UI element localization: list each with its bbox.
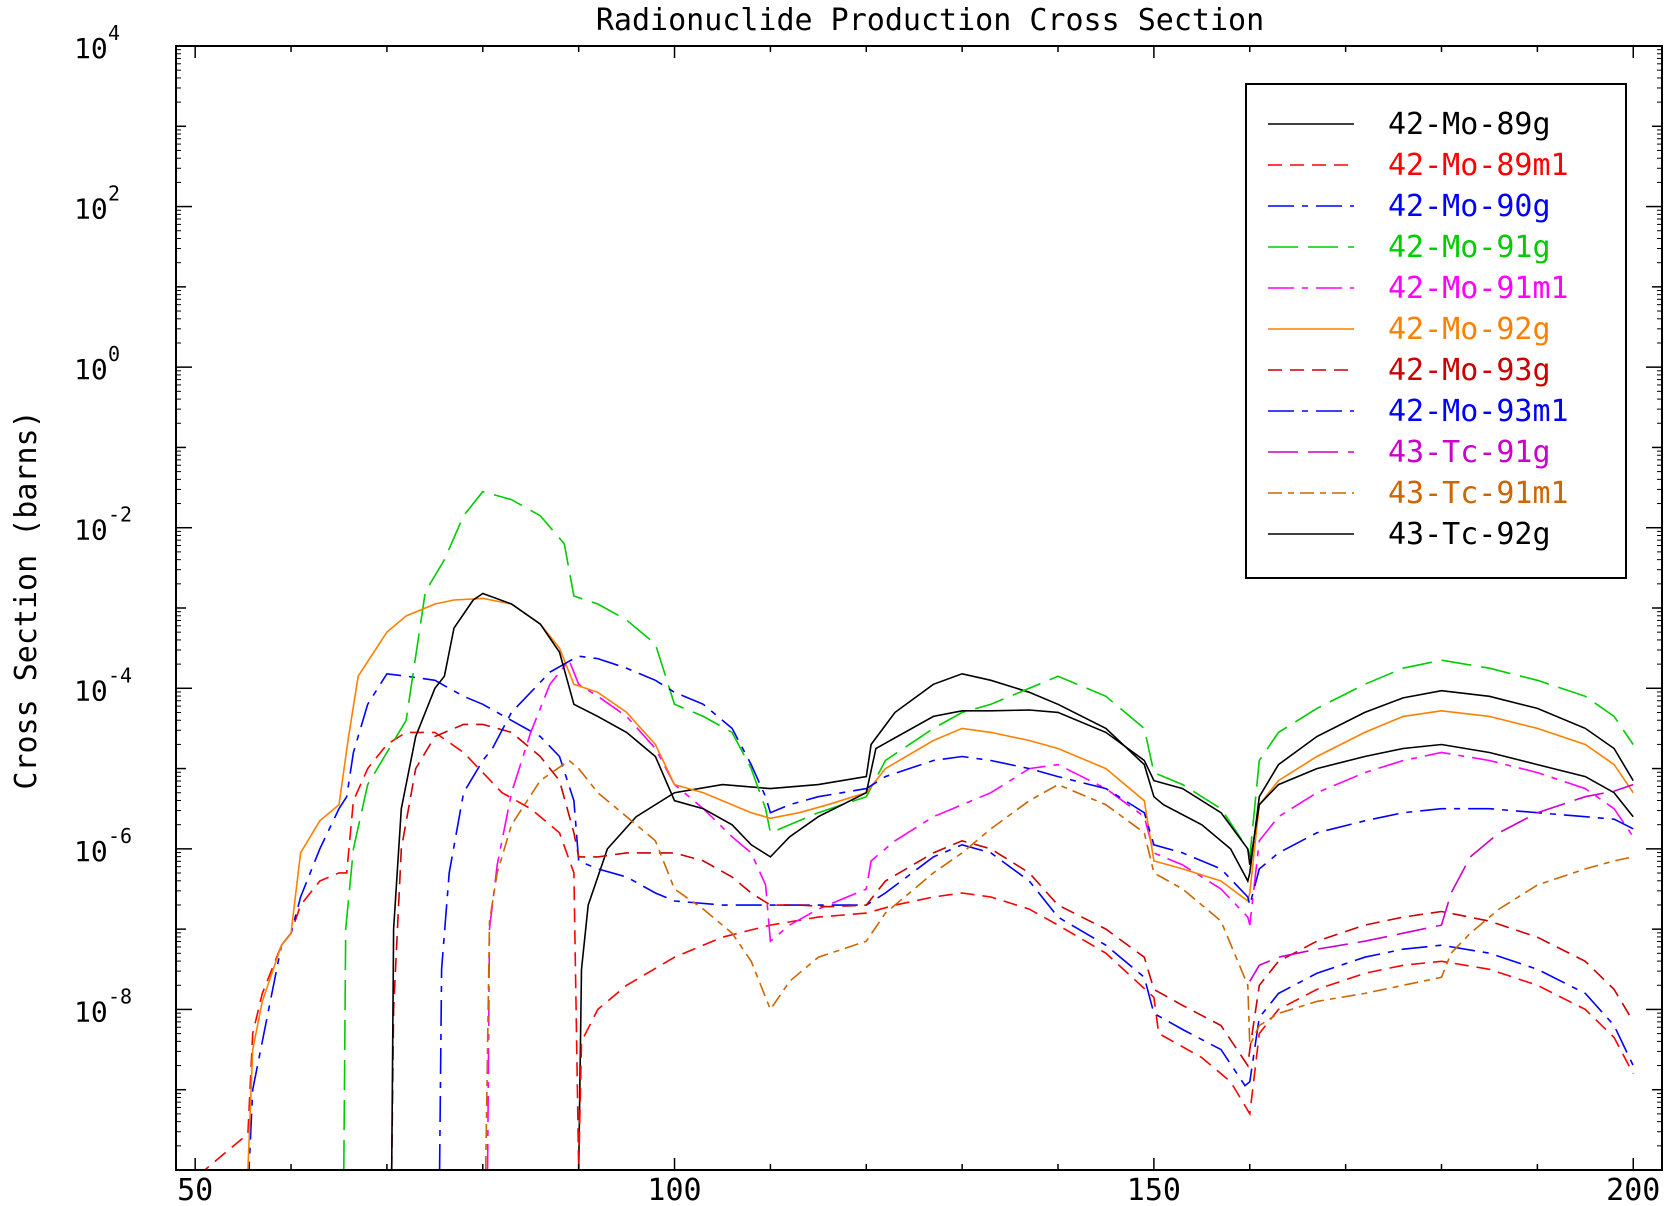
y-tick-label-exponent: -6 bbox=[108, 824, 132, 848]
series-line-10 bbox=[390, 592, 1634, 1170]
legend-label: 42-Mo-92g bbox=[1388, 312, 1551, 347]
y-tick-label-exponent: 4 bbox=[108, 21, 120, 45]
legend-label: 43-Tc-92g bbox=[1388, 517, 1551, 552]
x-tick-label: 200 bbox=[1606, 1173, 1660, 1206]
y-tick-label-base: 10 bbox=[74, 353, 108, 386]
series-line-1 bbox=[203, 731, 1634, 1170]
y-tick-label-base: 10 bbox=[74, 835, 108, 868]
legend-label: 42-Mo-89m1 bbox=[1388, 148, 1569, 183]
y-tick-label-exponent: -2 bbox=[108, 503, 132, 527]
y-tick-label-exponent: 0 bbox=[108, 342, 120, 366]
y-tick-label-base: 10 bbox=[74, 674, 108, 707]
legend-label: 42-Mo-93m1 bbox=[1388, 394, 1569, 429]
legend-label: 43-Tc-91m1 bbox=[1388, 476, 1569, 511]
y-tick-label-base: 10 bbox=[74, 995, 108, 1028]
series-layer bbox=[203, 490, 1634, 1170]
y-axis-label: Cross Section (barns) bbox=[9, 410, 44, 789]
legend-label: 42-Mo-89g bbox=[1388, 107, 1551, 142]
legend: 42-Mo-89g 42-Mo-89m1 42-Mo-90g 42-Mo-91g 42-… bbox=[1245, 83, 1627, 579]
x-tick-label: 100 bbox=[647, 1173, 701, 1206]
legend-box bbox=[1245, 83, 1627, 579]
series-line-5 bbox=[247, 597, 1634, 1170]
series-line-8 bbox=[1249, 783, 1634, 982]
y-tick-label-base: 10 bbox=[74, 32, 108, 65]
series-line-9 bbox=[484, 759, 1634, 1170]
legend-label: 43-Tc-91g bbox=[1388, 435, 1551, 470]
series-line-4 bbox=[486, 658, 1634, 1170]
x-tick-label: 150 bbox=[1127, 1173, 1181, 1206]
y-tick-label-exponent: 2 bbox=[108, 182, 120, 206]
x-tick-label: 50 bbox=[177, 1173, 213, 1206]
chart-title: Radionuclide Production Cross Section bbox=[596, 3, 1264, 38]
legend-label: 42-Mo-93g bbox=[1388, 353, 1551, 388]
y-tick-label-exponent: -8 bbox=[108, 984, 132, 1008]
series-line-6 bbox=[390, 723, 1634, 1170]
series-line-7 bbox=[438, 655, 1634, 1170]
y-tick-label-base: 10 bbox=[74, 193, 108, 226]
legend-label: 42-Mo-91m1 bbox=[1388, 271, 1569, 306]
y-tick-label-exponent: -4 bbox=[108, 663, 132, 687]
legend-label: 42-Mo-90g bbox=[1388, 189, 1551, 224]
y-tick-label-base: 10 bbox=[74, 514, 108, 547]
series-line-2 bbox=[248, 672, 1634, 1170]
legend-label: 42-Mo-91g bbox=[1388, 230, 1551, 265]
